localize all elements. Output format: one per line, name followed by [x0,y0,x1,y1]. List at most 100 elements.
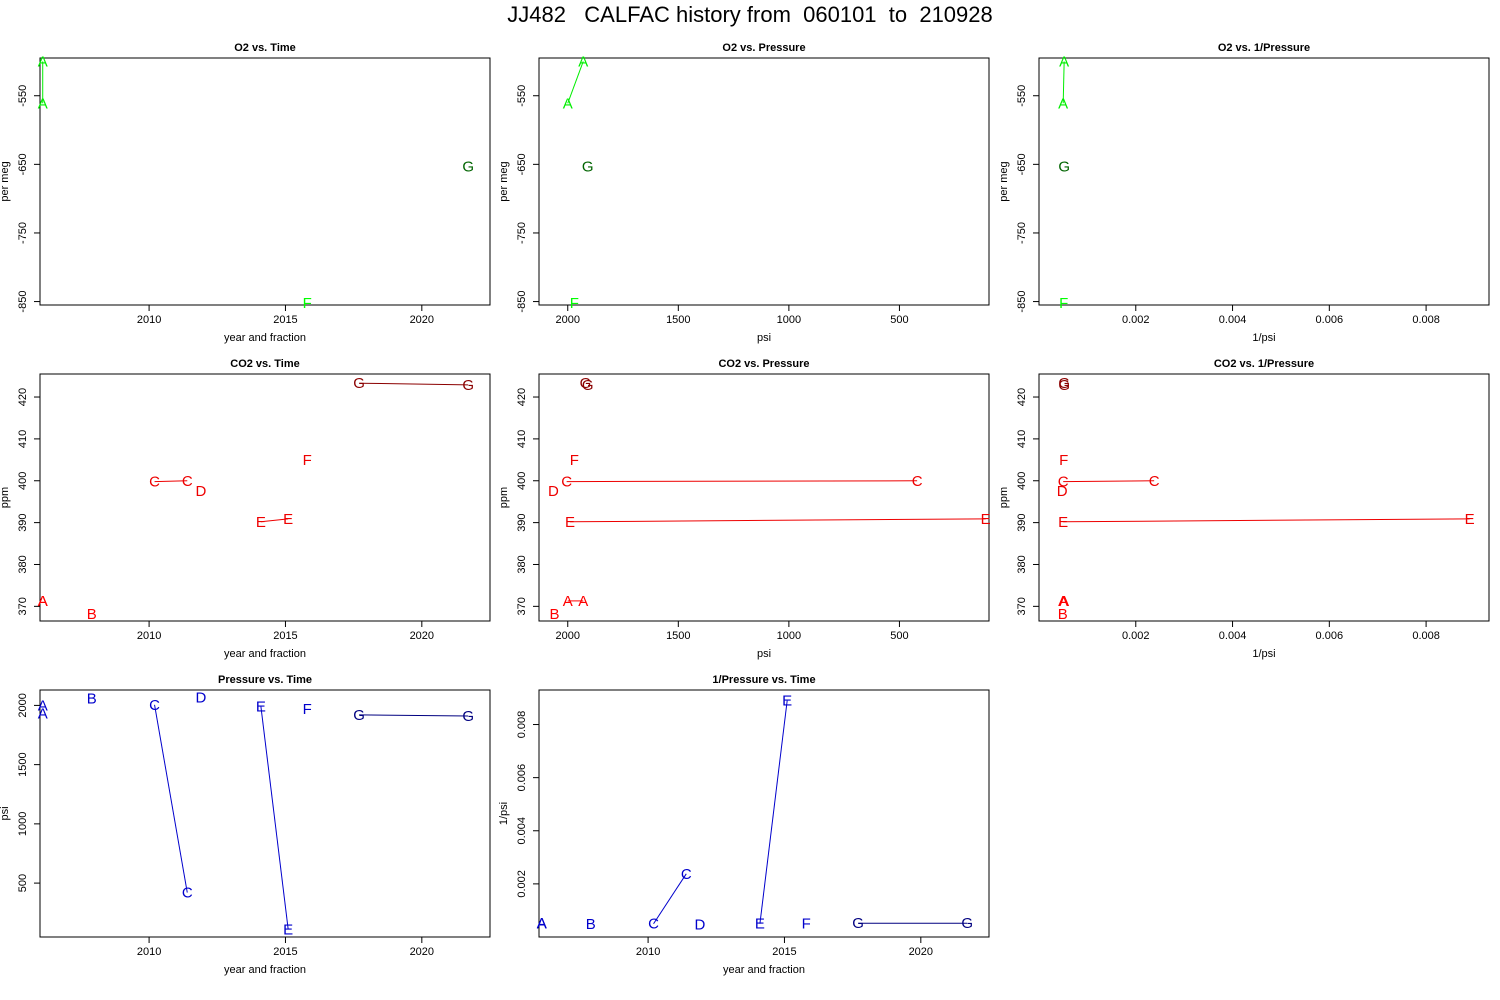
point-A: A [537,915,547,932]
point-E: E [256,699,266,716]
x-tick-label: 2020 [410,314,434,326]
panel-4: CO2 vs. Time year and fraction ppm 2010 2015… [0,358,491,660]
panel-title: Pressure vs. Time [218,674,312,686]
y-tick-label: 1000 [17,812,29,836]
point-A: A [38,593,48,610]
y-tick-label: 2000 [17,693,29,717]
point-G: G [852,915,864,932]
panel-7: Pressure vs. Time year and fraction psi 201… [0,674,491,976]
y-tick-label: -550 [1016,85,1028,107]
y-tick-label: 0.006 [516,764,528,792]
y-tick-label: 410 [1016,430,1028,448]
point-A: A [578,593,588,610]
y-tick-label: 420 [17,388,29,406]
series-line [1063,480,1155,483]
y-tick-label: 380 [17,555,29,573]
point-G: G [1058,377,1070,394]
y-tick-label: -750 [17,222,29,244]
point-C: C [648,916,659,933]
point-D: D [195,483,206,500]
point-G: G [353,707,365,724]
point-B: B [1058,606,1068,623]
series-line [653,873,687,924]
panel-5: CO2 vs. Pressure psi ppm 2000 1500 1000 500 370… [498,358,991,660]
x-tick-label: 2020 [410,946,434,958]
point-C: C [149,474,160,491]
panel-2: O2 vs. Pressure psi per meg 2000 1500 1000 500… [498,42,990,344]
y-tick-label: -650 [17,153,29,175]
point-A: A [38,706,48,723]
series-line [154,480,188,483]
y-tick-label: -650 [1016,153,1028,175]
point-A: A [1059,593,1069,610]
point-G: G [1058,158,1070,175]
point-F: F [570,295,579,312]
point-C: C [149,697,160,714]
y-axis-label: per meg [498,161,510,201]
x-axis-label: 1/psi [1252,648,1275,660]
point-C: C [681,866,692,883]
y-tick-label: 400 [1016,472,1028,490]
series-line [759,700,788,924]
panel-title: O2 vs. 1/Pressure [1218,42,1310,54]
page-title: JJ482 CALFAC history from 060101 to 2109… [507,2,993,27]
y-tick-label: -850 [17,291,29,313]
point-G: G [462,377,474,394]
point-D: D [548,483,559,500]
x-tick-label: 0.006 [1316,314,1344,326]
point-G: G [582,377,594,394]
x-tick-label: 500 [890,630,908,642]
panel-title: CO2 vs. 1/Pressure [1214,358,1314,370]
x-tick-label: 1000 [777,630,801,642]
point-G: G [353,375,365,392]
x-tick-label: 0.004 [1219,314,1247,326]
point-G: G [582,158,594,175]
x-tick-label: 500 [890,314,908,326]
plot-frame [39,57,491,306]
point-D: D [1057,483,1068,500]
x-tick-label: 0.004 [1219,630,1247,642]
point-A: A [38,697,48,714]
y-tick-label: -650 [516,153,528,175]
panel-title: 1/Pressure vs. Time [712,674,815,686]
x-tick-label: 1500 [666,314,690,326]
point-D: D [195,690,206,707]
series-line [260,518,289,523]
series-line [1062,61,1065,104]
point-A: A [578,53,588,70]
y-tick-label: 0.004 [516,817,528,845]
y-axis-label: per meg [0,161,11,201]
point-E: E [755,916,765,933]
point-F: F [802,915,811,932]
y-tick-label: -850 [516,291,528,313]
y-tick-label: -550 [516,85,528,107]
panel-6: CO2 vs. 1/Pressure 1/psi ppm 0.002 0.004 0.00… [998,358,1490,660]
point-E: E [981,511,991,528]
point-A: A [38,53,48,70]
x-axis-label: year and fraction [224,964,306,976]
plot-frame [538,57,990,306]
x-tick-label: 0.002 [1122,314,1150,326]
point-A: A [38,593,48,610]
series-line [154,704,188,893]
y-tick-label: 500 [17,874,29,892]
point-A: A [537,916,547,933]
plot-frame [538,689,990,938]
point-A: A [1058,95,1068,112]
x-tick-label: 2010 [137,630,161,642]
panel-title: CO2 vs. Time [230,358,300,370]
plot-frame [1038,373,1490,622]
x-tick-label: 2000 [556,314,580,326]
point-G: G [961,915,973,932]
series-line [566,480,918,483]
point-C: C [182,885,193,902]
x-tick-label: 2020 [410,630,434,642]
point-G: G [462,158,474,175]
x-axis-label: year and fraction [224,648,306,660]
series-line [1063,518,1470,523]
point-A: A [38,95,48,112]
point-E: E [1058,514,1068,531]
y-axis-label: ppm [498,487,510,508]
plot-frame [39,689,491,938]
series-line [567,61,584,104]
